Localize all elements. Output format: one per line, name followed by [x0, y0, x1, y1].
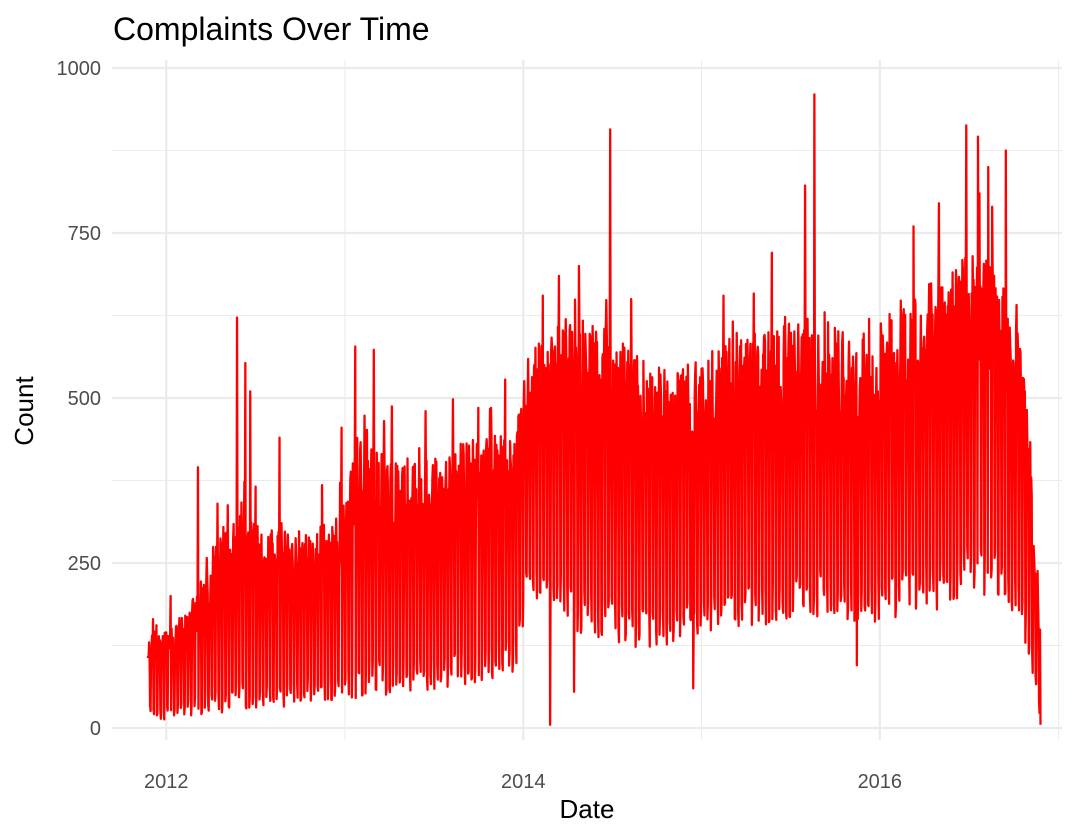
x-tick-label: 2016 [858, 771, 903, 793]
x-tick-label: 2014 [501, 771, 546, 793]
y-tick-labels: 0 250 500 750 1000 [57, 58, 102, 740]
series-line [146, 93, 1042, 726]
series-layer [146, 93, 1042, 726]
y-tick-label: 1000 [57, 58, 102, 80]
x-tick-label: 2012 [144, 771, 189, 793]
x-axis-title: Date [560, 794, 615, 824]
x-tick-labels: 2012 2014 2016 [144, 771, 902, 793]
y-tick-label: 250 [68, 553, 101, 575]
y-tick-label: 500 [68, 388, 101, 410]
chart-title: Complaints Over Time [113, 11, 430, 47]
y-tick-label: 0 [90, 718, 101, 740]
y-tick-label: 750 [68, 223, 101, 245]
y-axis-title: Count [9, 376, 39, 446]
